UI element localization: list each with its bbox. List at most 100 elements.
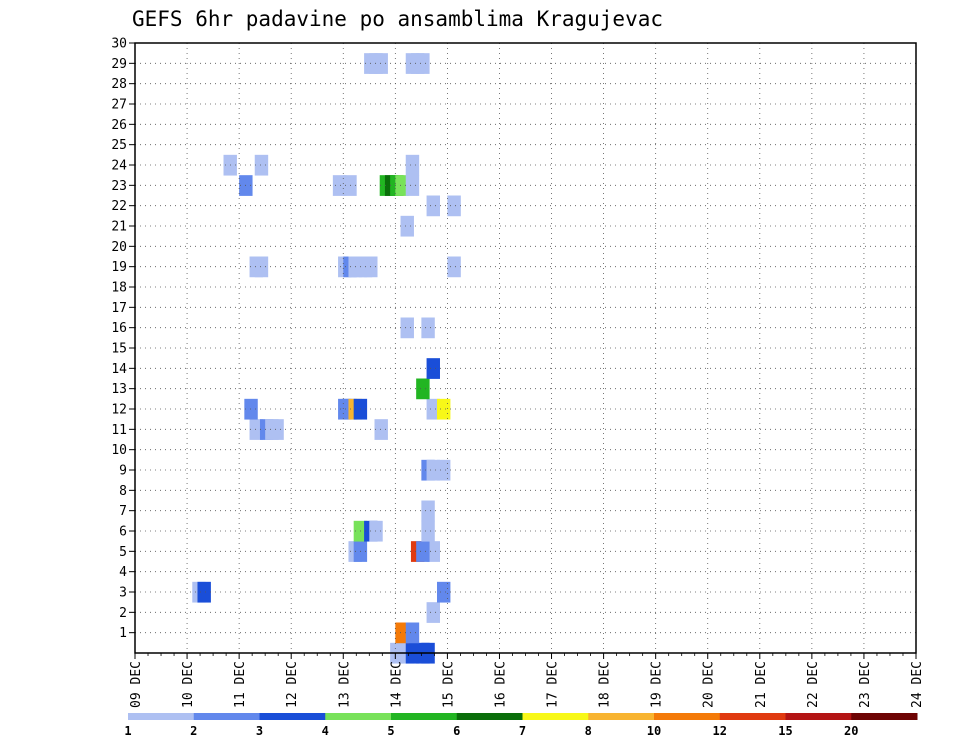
precip-cells xyxy=(192,53,461,664)
precip-cell xyxy=(421,520,435,542)
y-tick-label: 22 xyxy=(111,199,127,214)
legend-swatch xyxy=(456,713,523,720)
y-tick-label: 21 xyxy=(111,220,127,235)
legend-swatch xyxy=(259,713,326,720)
legend-label: 4 xyxy=(322,724,329,738)
legend-swatch xyxy=(785,713,852,720)
y-tick-label: 9 xyxy=(119,464,127,479)
x-tick-label: 18 DEC xyxy=(598,661,613,708)
precip-cell xyxy=(436,459,451,481)
x-tick-label: 19 DEC xyxy=(650,661,665,708)
y-tick-label: 11 xyxy=(111,423,127,438)
y-tick-label: 10 xyxy=(111,443,127,458)
legend-label: 1 xyxy=(124,724,131,738)
legend-swatch xyxy=(128,713,195,720)
precip-cell xyxy=(416,541,430,562)
y-tick-label: 1 xyxy=(119,626,127,641)
precip-cell xyxy=(400,215,414,237)
precip-cell xyxy=(436,398,451,420)
precip-cell xyxy=(426,398,440,420)
legend-swatch xyxy=(654,713,721,720)
precip-cell xyxy=(343,175,357,196)
y-tick-label: 5 xyxy=(119,545,127,560)
precip-cell xyxy=(405,154,420,176)
precip-cell xyxy=(395,622,409,644)
precip-cell xyxy=(421,317,435,339)
precip-cell xyxy=(369,520,383,542)
x-tick-label: 12 DEC xyxy=(285,661,300,708)
y-tick-label: 8 xyxy=(119,484,127,499)
legend-swatch xyxy=(522,713,589,720)
x-tick-label: 15 DEC xyxy=(441,661,456,708)
x-tick-label: 16 DEC xyxy=(493,661,508,708)
x-tick-label: 22 DEC xyxy=(806,661,821,708)
y-tick-label: 16 xyxy=(111,321,127,336)
precip-cell xyxy=(426,602,440,623)
x-tick-label: 21 DEC xyxy=(754,661,769,708)
legend-label: 15 xyxy=(778,724,792,738)
legend-swatch xyxy=(193,713,260,720)
x-tick-label: 23 DEC xyxy=(858,661,873,708)
x-tick-label: 13 DEC xyxy=(337,661,352,708)
color-legend: 1 2 3 4 5 6 7 8 10 12 15 20 xyxy=(124,713,918,738)
precip-cell xyxy=(436,581,451,603)
x-tick-label: 14 DEC xyxy=(389,661,404,708)
x-tick-label: 20 DEC xyxy=(702,661,717,708)
precip-cell xyxy=(374,419,388,440)
precip-cell xyxy=(405,622,420,644)
x-tick-label: 10 DEC xyxy=(181,661,196,708)
precip-cell xyxy=(254,154,269,176)
precip-cell xyxy=(447,195,461,217)
precip-cell xyxy=(244,398,258,420)
precip-cell xyxy=(426,195,440,217)
legend-label: 8 xyxy=(585,724,592,738)
x-axis: 09 DEC 10 DEC 11 DEC 12 DEC 13 DEC 14 DEC 15 D… xyxy=(129,653,925,708)
precip-cell xyxy=(405,175,420,196)
legend-label: 7 xyxy=(519,724,526,738)
x-tick-label: 24 DEC xyxy=(910,661,925,708)
legend-label: 12 xyxy=(713,724,727,738)
y-tick-label: 17 xyxy=(111,301,127,316)
precip-cell xyxy=(447,256,461,278)
legend-label: 20 xyxy=(844,724,858,738)
y-tick-label: 27 xyxy=(111,98,127,113)
y-tick-label: 20 xyxy=(111,240,127,255)
chart-title: GEFS 6hr padavine po ansamblima Kragujev… xyxy=(132,7,663,31)
legend-label: 5 xyxy=(387,724,394,738)
legend-label: 10 xyxy=(647,724,661,738)
y-tick-label: 2 xyxy=(119,606,127,621)
y-tick-label: 18 xyxy=(111,281,127,296)
precip-cell xyxy=(249,419,263,440)
precip-cell xyxy=(332,175,347,196)
y-tick-label: 19 xyxy=(111,260,127,275)
y-tick-label: 6 xyxy=(119,525,127,540)
x-tick-label: 17 DEC xyxy=(546,661,561,708)
y-tick-label: 15 xyxy=(111,342,127,357)
y-tick-label: 30 xyxy=(111,37,127,52)
precip-cell xyxy=(197,581,211,603)
y-tick-label: 14 xyxy=(111,362,127,377)
precip-cell xyxy=(426,358,440,379)
y-tick-label: 23 xyxy=(111,179,127,194)
legend-swatch xyxy=(588,713,655,720)
y-tick-label: 29 xyxy=(111,57,127,72)
precip-cell xyxy=(421,500,435,522)
legend-swatch xyxy=(391,713,458,720)
x-tick-label: 09 DEC xyxy=(129,661,144,708)
y-tick-label: 12 xyxy=(111,403,127,418)
y-tick-label: 3 xyxy=(119,586,127,601)
precip-cell xyxy=(374,53,388,74)
y-tick-label: 4 xyxy=(119,565,127,580)
legend-label: 6 xyxy=(453,724,460,738)
precip-cell xyxy=(400,317,414,339)
precip-cell xyxy=(426,459,440,481)
legend-label: 2 xyxy=(190,724,197,738)
y-axis: 1234567891011121314151617181920212223242… xyxy=(111,37,135,641)
y-tick-label: 24 xyxy=(111,159,127,174)
precip-cell xyxy=(254,256,269,278)
legend-label: 3 xyxy=(256,724,263,738)
y-tick-label: 25 xyxy=(111,138,127,153)
precip-cell xyxy=(426,541,440,562)
y-tick-label: 7 xyxy=(119,504,127,519)
